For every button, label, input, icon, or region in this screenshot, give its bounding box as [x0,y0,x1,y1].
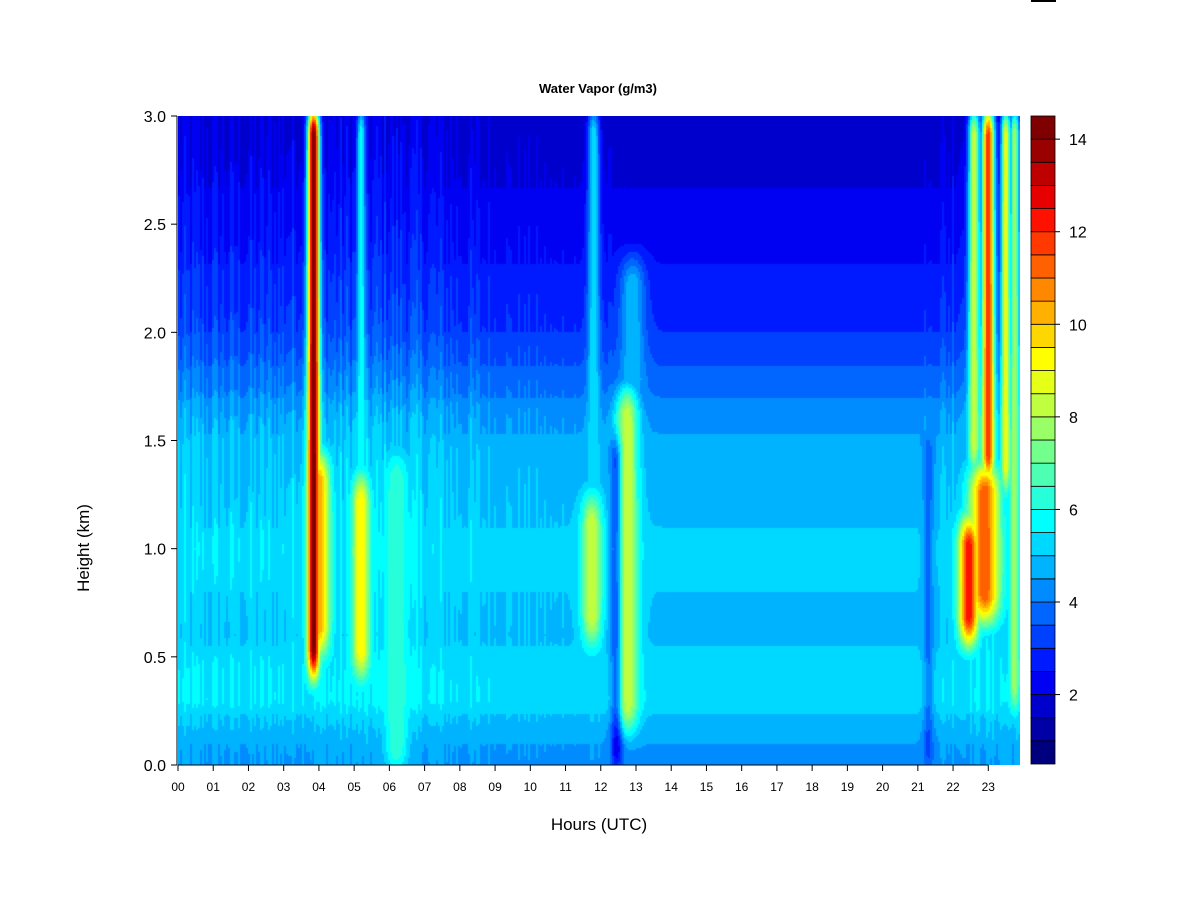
colorbar-swatch [1030,717,1056,742]
heatmap-cells [178,116,1020,765]
x-tick-label: 05 [347,780,361,794]
colorbar-swatch [1030,323,1056,348]
colorbar-tick-label: 10 [1069,317,1087,334]
x-tick-label: 03 [277,780,291,794]
corner-mark [1031,0,1056,2]
colorbar-tick-label: 4 [1069,595,1078,612]
colorbar-swatch [1030,624,1056,649]
colorbar-swatch [1030,347,1056,371]
y-tick-label: 1.5 [144,434,166,451]
y-axis: 0.0 0.5 1.0 1.5 2.0 2.5 3.0 [144,109,178,775]
x-tick-label: 12 [594,780,608,794]
colorbar-swatch [1030,694,1056,719]
colorbar-swatch [1030,300,1056,325]
y-tick-label: 2.0 [144,325,166,342]
colorbar-swatch [1030,231,1056,256]
x-tick-label: 16 [735,780,749,794]
colorbar-swatch [1030,254,1056,279]
colorbar-swatch [1030,647,1056,672]
x-tick-label: 22 [946,780,960,794]
colorbar-swatch [1030,555,1056,580]
colorbar-swatch [1030,138,1056,163]
x-tick-label: 11 [559,780,572,794]
y-axis-label: Height (km) [74,504,93,592]
x-tick-label: 17 [770,780,784,794]
colorbar-swatch [1030,115,1056,140]
colorbar-tick-label: 6 [1069,502,1078,519]
colorbar-swatch [1030,601,1056,626]
colorbar-swatch [1030,532,1056,557]
x-tick-label: 07 [418,780,432,794]
y-tick-label: 1.0 [144,542,166,559]
colorbar-tick-label: 14 [1069,132,1087,149]
y-tick-label: 3.0 [144,109,166,126]
x-tick-label: 09 [488,780,502,794]
colorbar-swatch [1030,370,1056,395]
x-tick-label: 14 [665,780,679,794]
chart-title: Water Vapor (g/m3) [539,81,657,96]
x-tick-label: 21 [911,780,925,794]
x-tick-label: 02 [242,780,256,794]
x-tick-label: 23 [982,780,996,794]
x-tick-label: 13 [629,780,643,794]
x-tick-label: 18 [805,780,819,794]
colorbar-swatch [1030,509,1056,533]
x-axis: 00 01 02 03 04 05 06 07 08 09 10 11 12 13 14 15 16 17 18 19… [171,764,996,794]
colorbar-swatch [1030,462,1056,487]
colorbar-swatch [1030,185,1056,209]
colorbar-swatch [1030,740,1056,765]
colorbar-tick-label: 2 [1069,688,1078,705]
colorbar-swatch [1030,671,1056,695]
colorbar-swatch [1030,485,1056,510]
x-tick-label: 10 [524,780,538,794]
colorbar-swatch [1030,161,1056,186]
x-tick-label: 15 [700,780,714,794]
heatmap-plot [178,116,1020,765]
y-tick-label: 0.5 [144,650,166,667]
colorbar-swatch [1030,208,1056,233]
x-tick-label: 06 [383,780,397,794]
x-axis-label: Hours (UTC) [551,815,647,834]
y-tick-label: 0.0 [144,758,166,775]
colorbar-swatch [1030,393,1056,418]
x-tick-label: 08 [453,780,467,794]
y-tick-label: 2.5 [144,217,166,234]
x-tick-label: 20 [876,780,890,794]
colorbar-tick-label: 12 [1069,225,1087,242]
colorbar-swatch [1030,416,1056,441]
colorbar-swatch [1030,439,1056,464]
x-tick-label: 01 [207,780,221,794]
colorbar: 2 4 6 8 10 12 14 [1030,115,1087,765]
colorbar-swatch [1030,578,1056,603]
x-tick-label: 19 [841,780,855,794]
colorbar-tick-label: 8 [1069,410,1078,427]
x-tick-label: 00 [171,780,185,794]
colorbar-swatch [1030,277,1056,302]
x-tick-label: 04 [312,780,326,794]
